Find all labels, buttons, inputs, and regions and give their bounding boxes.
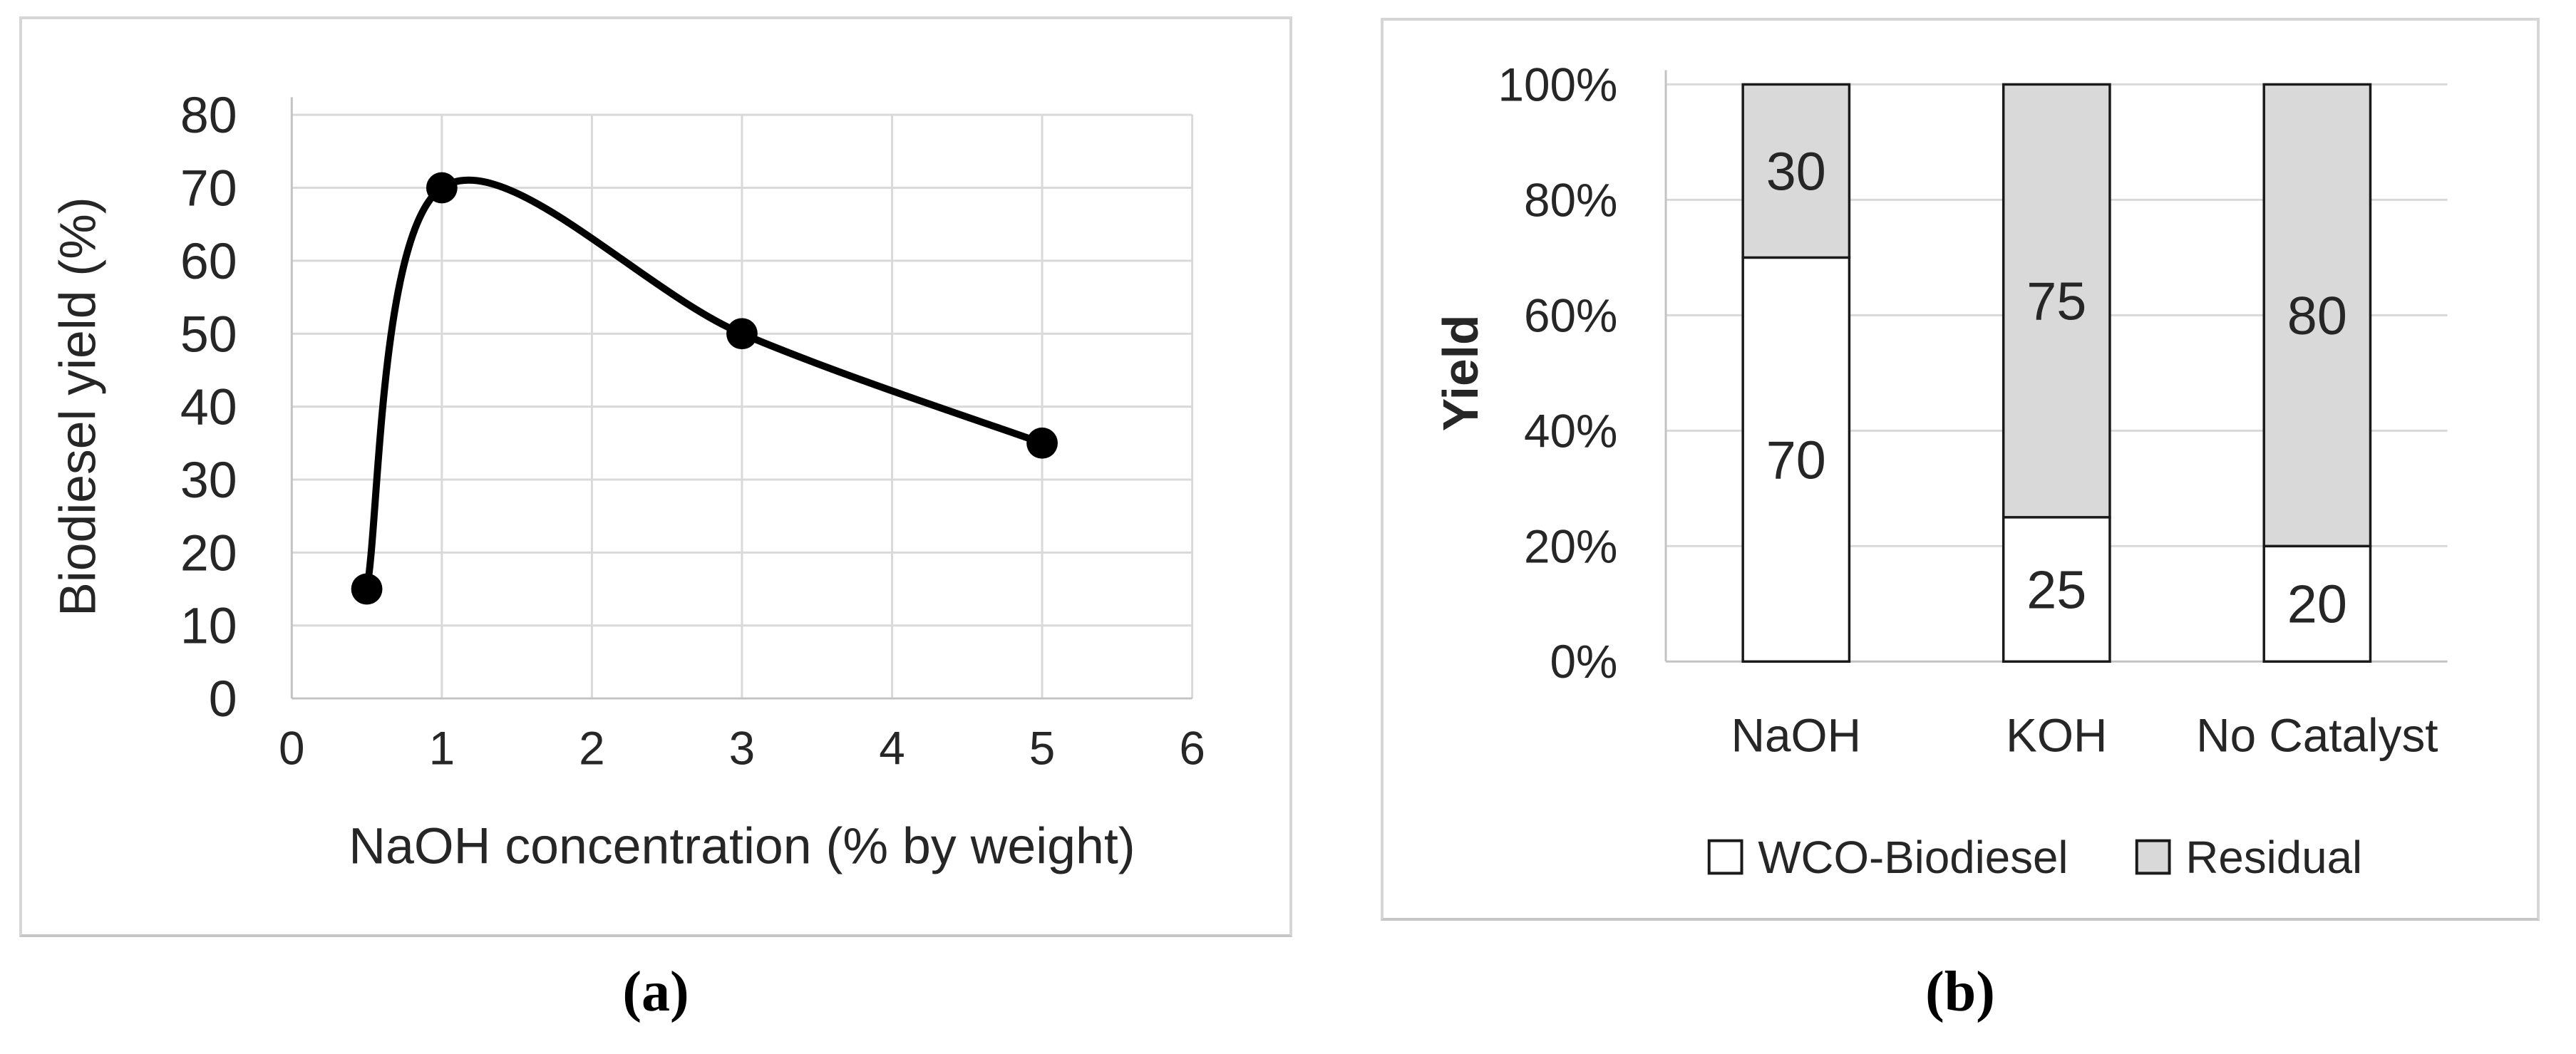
bar-segment-residual: [2001, 83, 2111, 519]
y-axis-title-a: Biodiesel yield (%): [50, 197, 107, 616]
svg-text:0: 0: [279, 723, 305, 775]
bar-value-labels: 70 30 25 75 20 80: [1766, 142, 2347, 634]
svg-text:No Catalyst: No Catalyst: [2196, 710, 2438, 762]
svg-text:75: 75: [2026, 272, 2086, 332]
svg-text:30: 30: [1766, 142, 1826, 202]
legend-swatch-biodiesel: [1707, 839, 1743, 875]
svg-text:Yield: Yield: [1433, 315, 1488, 432]
svg-text:4: 4: [879, 723, 905, 775]
stacked-bars: [1741, 83, 2372, 663]
svg-text:80: 80: [2287, 286, 2347, 346]
line-chart-biodiesel-yield: 80 70 60 50 40 30 20 10 00 1 2 3 4 5 6 NaOH concentrati…: [50, 87, 1205, 875]
bar-segment-biodiesel: [1741, 256, 1851, 663]
svg-text:60: 60: [180, 233, 237, 290]
svg-text:10: 10: [180, 598, 237, 655]
bar-segment-residual: [2262, 83, 2372, 548]
panel-b: 70 30 25 75 20 80 NaOH KOH No Catalyst 0% 20% 40% 60…: [1381, 18, 2540, 921]
svg-text:0%: 0%: [1550, 636, 1617, 688]
svg-text:70: 70: [180, 160, 237, 217]
svg-text:2: 2: [579, 723, 605, 775]
svg-text:3: 3: [729, 723, 756, 775]
svg-text:50: 50: [180, 306, 237, 363]
category-labels: NaOH KOH No Catalyst: [1731, 710, 2438, 762]
svg-text:20: 20: [2287, 575, 2347, 635]
svg-text:NaOH: NaOH: [1731, 710, 1861, 762]
data-point-markers: [351, 172, 1058, 605]
bar-segment-residual: [1741, 83, 1851, 259]
svg-text:6: 6: [1179, 723, 1205, 775]
yield-curve: [363, 176, 1046, 593]
svg-text:100%: 100%: [1498, 58, 1617, 110]
svg-text:20%: 20%: [1524, 520, 1617, 572]
svg-text:40: 40: [180, 379, 237, 436]
svg-text:25: 25: [2026, 561, 2086, 621]
svg-text:NaOH concentration (% by weigh: NaOH concentration (% by weight): [349, 818, 1135, 875]
caption-a-label: (a): [622, 961, 689, 1023]
svg-text:80: 80: [180, 87, 237, 144]
svg-text:KOH: KOH: [2006, 710, 2107, 762]
axes-a: [290, 97, 1192, 700]
bar-segment-biodiesel: [2262, 544, 2372, 663]
svg-text:WCO-Biodiesel: WCO-Biodiesel: [1758, 832, 2068, 883]
svg-text:Biodiesel yield (%): Biodiesel yield (%): [50, 197, 107, 616]
svg-text:40%: 40%: [1524, 405, 1617, 457]
svg-text:80%: 80%: [1524, 174, 1617, 226]
legend-swatch-residual: [2135, 839, 2171, 875]
legend: WCO-Biodiesel Residual: [1707, 832, 2362, 883]
tick-labels-b: 0% 20% 40% 60% 80% 100%: [1498, 58, 1617, 688]
svg-text:70: 70: [1766, 430, 1826, 490]
svg-text:5: 5: [1029, 723, 1056, 775]
svg-text:60%: 60%: [1524, 289, 1617, 341]
svg-text:30: 30: [180, 452, 237, 509]
svg-text:20: 20: [180, 525, 237, 582]
tick-labels-a: 80 70 60 50 40 30 20 10 00 1 2 3 4 5 6: [180, 87, 1205, 774]
svg-text:Residual: Residual: [2185, 832, 2362, 883]
stacked-bar-chart-yield: 70 30 25 75 20 80 NaOH KOH No Catalyst 0% 20% 40% 60…: [1433, 58, 2448, 883]
panel-a: 80 70 60 50 40 30 20 10 0 0 1 2 3 4 5 6 NaOH concentrati…: [19, 16, 1292, 937]
svg-text:1: 1: [429, 723, 455, 775]
y-axis-title-b: Yield: [1433, 315, 1488, 432]
x-axis-title-a: NaOH concentration (% by weight): [349, 818, 1135, 875]
caption-b-label: (b): [1925, 961, 1995, 1023]
svg-text:0: 0: [209, 671, 237, 728]
